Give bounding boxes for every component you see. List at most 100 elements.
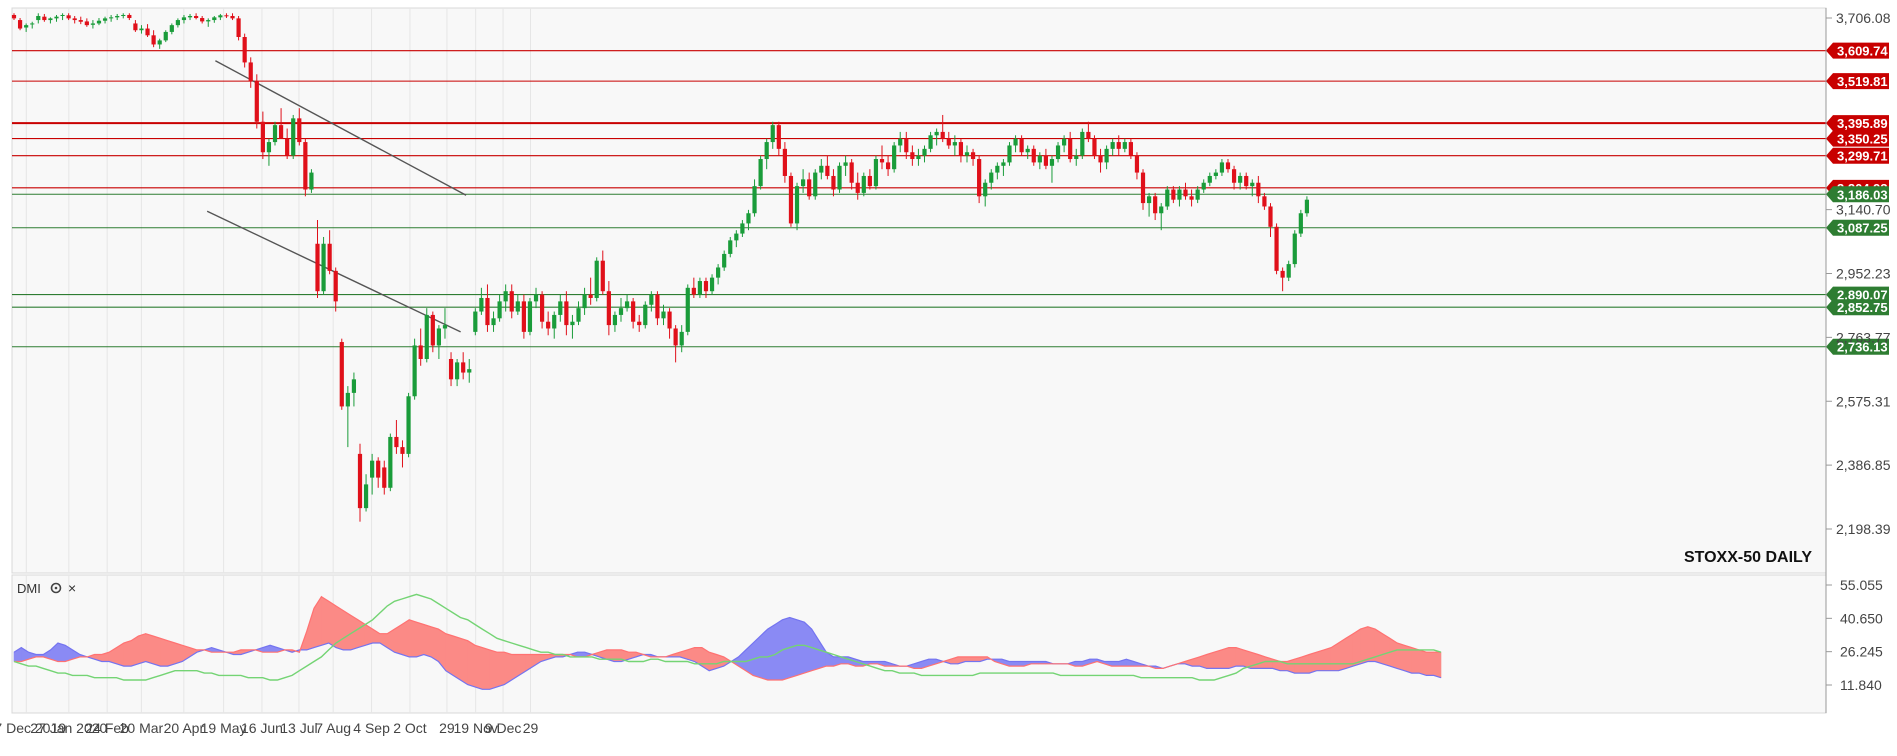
support-level-badge [1826,338,1889,355]
candle-body [503,291,508,302]
candle-body [637,321,642,326]
dmi-fill [321,596,329,646]
candle-body [236,18,241,38]
candle-body [904,138,909,153]
candle-body [315,243,320,292]
dmi-fill [1074,661,1083,667]
candle-body [1225,162,1231,170]
candle-body [1177,189,1182,200]
candle-body [30,23,35,25]
y-tick-label: 2,763.77 [1836,329,1891,345]
x-tick-label: 29 [439,720,455,736]
candle-body [327,243,332,271]
x-tick-label: 7 Aug [315,720,351,736]
candle-body [794,186,800,224]
dmi-fill [1111,661,1120,667]
dmi-fill [760,628,769,681]
candle-body [254,81,259,122]
candle-body [624,301,630,309]
candle-body [1128,142,1133,156]
candle-body [631,301,636,322]
x-tick-label: 29 [523,720,539,736]
dmi-fill [1316,649,1325,672]
resistance-level-badge [1826,73,1889,90]
candle-body [406,396,411,454]
candle-body [424,314,429,359]
candle-body [163,31,168,41]
candle-body [102,18,108,21]
candle-body [1007,145,1012,163]
dmi-fill [1396,642,1405,672]
x-tick-label: 19 May [201,720,247,736]
candle-body [1219,162,1225,173]
dmi-fill [489,649,498,690]
candle-body [521,301,526,332]
candle-body [697,281,703,295]
candle-body [1256,182,1261,197]
dmi-fill [452,635,461,681]
candle-body [1213,172,1218,176]
dmi-fill [145,633,154,665]
candle-body [770,125,775,143]
candle-body [612,314,618,326]
candle-body [1098,155,1103,163]
candle-body [248,62,253,82]
dmi-fill [138,633,147,665]
candle-body [661,311,666,319]
close-icon[interactable]: × [68,580,76,596]
candle-body [1292,233,1297,265]
dmi-fill [1360,626,1369,665]
candle-body [36,15,41,21]
dmi-fill [467,640,476,688]
dmi-fill [401,619,410,658]
dmi-fill [482,647,490,690]
dmi-fill [123,640,132,667]
candle-body [946,138,951,146]
candle-body [1086,131,1091,139]
candle-body [1074,155,1079,160]
candle-body [867,175,872,187]
candle-body [576,308,581,322]
candle-body [1250,182,1255,187]
candle-body [758,159,763,187]
candle-body [570,321,575,326]
candle-body [157,40,162,45]
support-level-label: 3,087.25 [1837,221,1888,236]
candle-body [1031,148,1036,163]
candle-body [873,159,879,187]
x-tick-label: 27 Jan 2020 [30,720,107,736]
resistance-level-label: 3,519.81 [1837,74,1888,89]
dmi-fill [1308,651,1317,674]
dmi-y-tick-label: 55.055 [1840,577,1883,593]
x-tick-label: 19 Nov [454,720,498,736]
candle-body [539,294,545,322]
candle-body [1043,155,1048,166]
dmi-fill [965,656,973,662]
candle-body [855,182,860,193]
candle-body [649,294,654,305]
candle-body [922,148,927,156]
candle-body [679,331,684,346]
dmi-fill [796,619,805,676]
candle-body [175,20,180,26]
candle-body [849,162,854,183]
dmi-fill [474,644,483,690]
x-tick-label: 2 Oct [393,720,427,736]
candle-body [600,260,605,292]
candle-body [546,321,551,329]
dmi-fill [1426,651,1434,676]
candle-body [133,23,138,31]
candle-body [376,460,381,478]
x-tick-label: 20 Mar [120,720,164,736]
candle-body [230,15,235,19]
candle-body [685,287,690,332]
y-tick-label: 2,952.23 [1836,266,1891,282]
candle-body [970,152,976,160]
dmi-fill [1235,647,1244,667]
candle-body [1080,131,1085,156]
gear-icon[interactable] [50,582,62,594]
candle-body [72,18,77,21]
adx-line [13,593,1442,681]
candle-body [1195,189,1200,200]
dmi-fill [708,651,717,672]
